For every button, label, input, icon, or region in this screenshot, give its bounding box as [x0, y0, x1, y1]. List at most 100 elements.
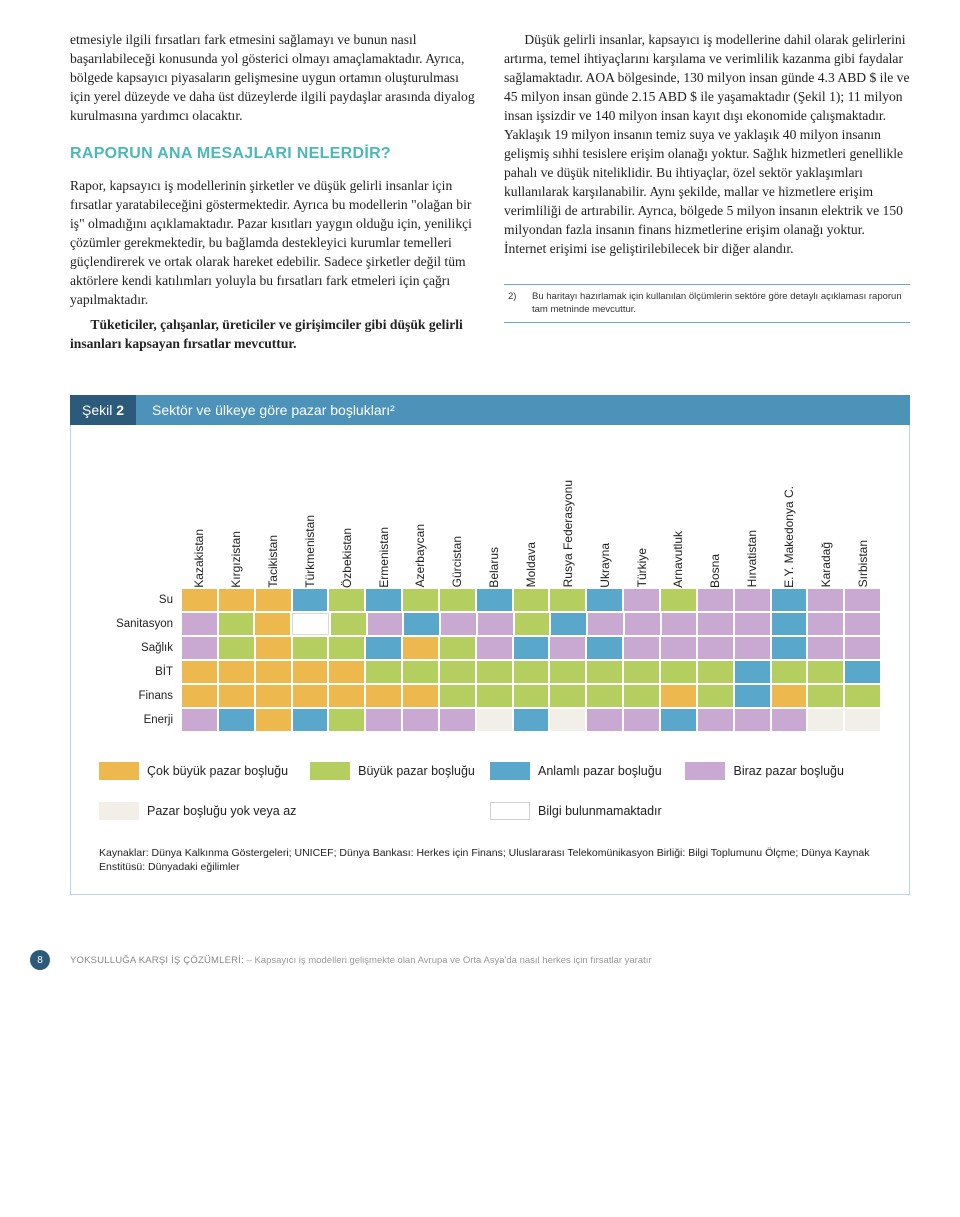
heatmap-cell — [366, 709, 401, 731]
heatmap-cell — [735, 637, 770, 659]
heatmap-cell — [808, 589, 843, 611]
heatmap-cell — [293, 661, 328, 683]
legend-swatch — [490, 762, 530, 780]
heatmap-cell — [403, 589, 438, 611]
row-label: BİT — [99, 660, 181, 684]
heatmap-cell — [440, 709, 475, 731]
legend-item: Büyük pazar boşluğu — [310, 762, 490, 780]
column-header: Türkmenistan — [292, 511, 329, 588]
para: Düşük gelirli insanlar, kapsayıcı iş mod… — [504, 30, 910, 258]
column-header: Tacikistan — [255, 531, 292, 588]
heatmap-cell — [514, 661, 549, 683]
row-label: Enerji — [99, 708, 181, 732]
heatmap-cell — [624, 637, 659, 659]
heatmap-cell — [219, 589, 254, 611]
legend-item: Pazar boşluğu yok veya az — [99, 802, 490, 820]
heatmap-cell — [292, 613, 329, 635]
heatmap-cell — [845, 685, 880, 707]
legend-swatch — [99, 762, 139, 780]
footer-text: YOKSULLUĞA KARŞI İŞ ÇÖZÜMLERİ: – Kapsayı… — [70, 955, 652, 966]
heatmap-cell — [698, 661, 733, 683]
heatmap-cell — [550, 709, 585, 731]
legend-label: Büyük pazar boşluğu — [358, 764, 475, 778]
legend-label: Çok büyük pazar boşluğu — [147, 764, 288, 778]
section-heading: RAPORUN ANA MESAJLARI NELERDİR? — [70, 143, 476, 165]
column-header: E.Y. Makedonya C. — [771, 482, 808, 588]
heatmap-cell — [587, 709, 622, 731]
figure-body: SuSanitasyonSağlıkBİTFinansEnerji Kazaki… — [70, 425, 910, 895]
heatmap-cell — [366, 685, 401, 707]
column-header: Azerbaycan — [402, 520, 439, 587]
heatmap-cell — [219, 637, 254, 659]
legend-item: Bilgi bulunmamaktadır — [490, 802, 881, 820]
legend-swatch — [685, 762, 725, 780]
row-label: Su — [99, 588, 181, 612]
heatmap-cell — [514, 709, 549, 731]
heatmap-cell — [735, 685, 770, 707]
heatmap-cell — [698, 637, 733, 659]
matrix-chart: SuSanitasyonSağlıkBİTFinansEnerji Kazaki… — [99, 453, 881, 732]
heatmap-cell — [478, 613, 513, 635]
heatmap-cell — [293, 637, 328, 659]
heatmap-cell — [403, 661, 438, 683]
legend-label: Bilgi bulunmamaktadır — [538, 804, 662, 818]
column-header: Moldava — [513, 538, 550, 587]
column-header: Sırbistan — [844, 536, 881, 587]
heatmap-cell — [698, 613, 733, 635]
figure-label: Şekil 2 — [70, 395, 136, 425]
heatmap-cell — [845, 637, 880, 659]
legend-item: Anlamlı pazar boşluğu — [490, 762, 686, 780]
heatmap-cell — [329, 589, 364, 611]
heatmap-cell — [624, 709, 659, 731]
heatmap-cell — [662, 613, 697, 635]
heatmap-cell — [366, 589, 401, 611]
heatmap-cell — [329, 709, 364, 731]
heatmap-cell — [735, 709, 770, 731]
sources-text: Kaynaklar: Dünya Kalkınma Göstergeleri; … — [99, 846, 881, 874]
para: etmesiyle ilgili fırsatları fark etmesin… — [70, 30, 476, 125]
heatmap-row — [181, 636, 881, 660]
heatmap-cell — [256, 661, 291, 683]
heatmap-cell — [368, 613, 403, 635]
legend-item: Çok büyük pazar boşluğu — [99, 762, 310, 780]
heatmap-cell — [588, 613, 623, 635]
legend-swatch — [99, 802, 139, 820]
heatmap-cell — [661, 661, 696, 683]
heatmap-cell — [182, 661, 217, 683]
column-header: Ukrayna — [586, 539, 623, 588]
heatmap-row — [181, 708, 881, 732]
heatmap-cell — [256, 589, 291, 611]
heatmap-cell — [293, 589, 328, 611]
heatmap-cell — [587, 637, 622, 659]
legend-swatch — [310, 762, 350, 780]
body-columns: etmesiyle ilgili fırsatları fark etmesin… — [70, 30, 910, 359]
heatmap-cell — [219, 661, 254, 683]
heatmap-cell — [182, 709, 217, 731]
heatmap-cell — [772, 709, 807, 731]
page-footer: 8 YOKSULLUĞA KARŞI İŞ ÇÖZÜMLERİ: – Kapsa… — [70, 950, 910, 970]
heatmap-cell — [440, 589, 475, 611]
heatmap-cell — [182, 589, 217, 611]
heatmap-cell — [219, 685, 254, 707]
column-headers: KazakistanKırgızistanTacikistanTürkmenis… — [181, 453, 881, 588]
figure-title: Sektör ve ülkeye göre pazar boşlukları² — [136, 395, 910, 425]
row-label: Sanitasyon — [99, 612, 181, 636]
heatmap-cell — [514, 685, 549, 707]
row-label: Finans — [99, 684, 181, 708]
heatmap-cell — [440, 637, 475, 659]
heatmap-cell — [625, 613, 660, 635]
heatmap-cell — [182, 613, 217, 635]
heatmap-cell — [219, 613, 254, 635]
heatmap-cell — [845, 613, 880, 635]
heatmap-cell — [772, 637, 807, 659]
heatmap-cell — [550, 637, 585, 659]
heatmap-row — [181, 588, 881, 612]
heatmap-cell — [403, 637, 438, 659]
heatmap-cell — [624, 589, 659, 611]
legend-item: Biraz pazar boşluğu — [685, 762, 881, 780]
heatmap-cell — [329, 661, 364, 683]
heatmap-cell — [219, 709, 254, 731]
heatmap-cell — [698, 709, 733, 731]
heatmap-cell — [808, 685, 843, 707]
heatmap-cell — [808, 637, 843, 659]
